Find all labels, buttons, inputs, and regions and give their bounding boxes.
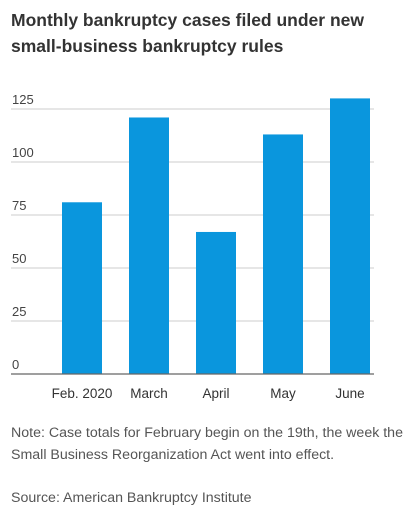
bar	[62, 202, 102, 374]
chart-title: Monthly bankruptcy cases filed under new…	[11, 10, 364, 56]
y-tick-label: 125	[12, 92, 34, 107]
x-tick-label: March	[130, 386, 168, 401]
x-tick-label: June	[335, 386, 364, 401]
y-tick-label: 50	[12, 251, 26, 266]
y-axis-ticks: 0 25 50 75 100 125	[12, 92, 34, 372]
y-tick-label: 25	[12, 304, 26, 319]
chart-note: Note: Case totals for February begin on …	[11, 425, 403, 463]
bar-chart: 0 25 50 75 100 125 Feb. 2020 March April May June	[11, 92, 374, 401]
chart-source: Source: American Bankruptcy Institute	[11, 490, 252, 506]
bar	[330, 98, 370, 375]
bars	[62, 98, 370, 375]
x-tick-label: April	[202, 386, 229, 401]
x-axis-ticks: Feb. 2020 March April May June	[52, 386, 365, 401]
y-tick-label: 0	[12, 357, 19, 372]
bar	[196, 231, 236, 374]
x-tick-label: May	[270, 386, 296, 401]
x-tick-label: Feb. 2020	[52, 386, 113, 401]
bar	[129, 117, 169, 374]
y-tick-label: 100	[12, 145, 34, 160]
bar	[263, 134, 303, 374]
y-tick-label: 75	[12, 198, 26, 213]
